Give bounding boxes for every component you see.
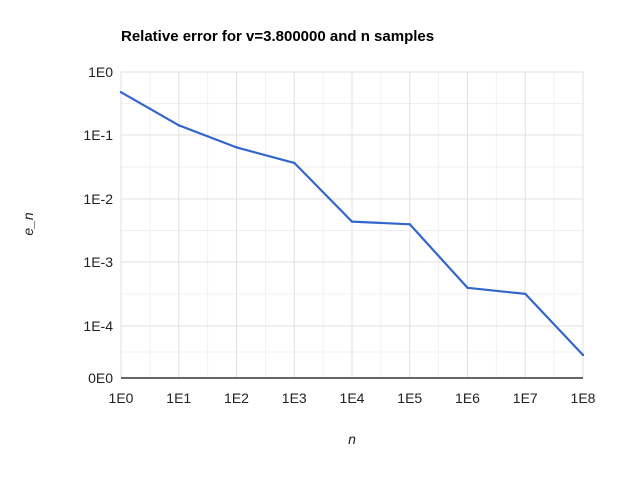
data-point xyxy=(119,91,123,94)
x-tick-label: 1E7 xyxy=(513,390,538,406)
data-point xyxy=(581,353,585,357)
chart-title: Relative error for v=3.800000 and n samp… xyxy=(121,28,434,45)
y-tick-label: 1E0 xyxy=(88,64,113,80)
data-point xyxy=(235,146,238,149)
y-tick-label: 0E0 xyxy=(88,370,113,386)
data-point xyxy=(466,286,469,289)
y-tick-labels: 1E0 1E-1 1E-2 1E-3 1E-4 0E0 xyxy=(83,64,113,386)
y-tick-label: 1E-3 xyxy=(83,254,113,270)
x-tick-label: 1E5 xyxy=(397,390,422,406)
y-tick-label: 1E-1 xyxy=(83,127,113,143)
major-gridlines xyxy=(120,71,584,378)
x-tick-labels: 1E0 1E1 1E2 1E3 1E4 1E5 1E6 1E7 1E8 xyxy=(109,390,596,406)
y-tick-label: 1E-2 xyxy=(83,191,113,207)
data-point xyxy=(177,124,180,127)
y-tick-label: 1E-4 xyxy=(83,318,113,334)
x-tick-label: 1E1 xyxy=(166,390,191,406)
data-point xyxy=(350,220,354,223)
y-axis-title: e_n xyxy=(20,212,36,236)
x-tick-label: 1E8 xyxy=(571,390,596,406)
x-tick-label: 1E0 xyxy=(109,390,134,406)
series-layer xyxy=(119,91,585,357)
data-point xyxy=(408,223,411,226)
x-tick-label: 1E2 xyxy=(224,390,249,406)
x-axis-title: n xyxy=(348,431,356,447)
x-tick-label: 1E3 xyxy=(282,390,307,406)
data-point xyxy=(524,292,527,296)
x-tick-label: 1E6 xyxy=(455,390,480,406)
x-tick-label: 1E4 xyxy=(340,390,365,406)
data-point xyxy=(293,161,296,165)
